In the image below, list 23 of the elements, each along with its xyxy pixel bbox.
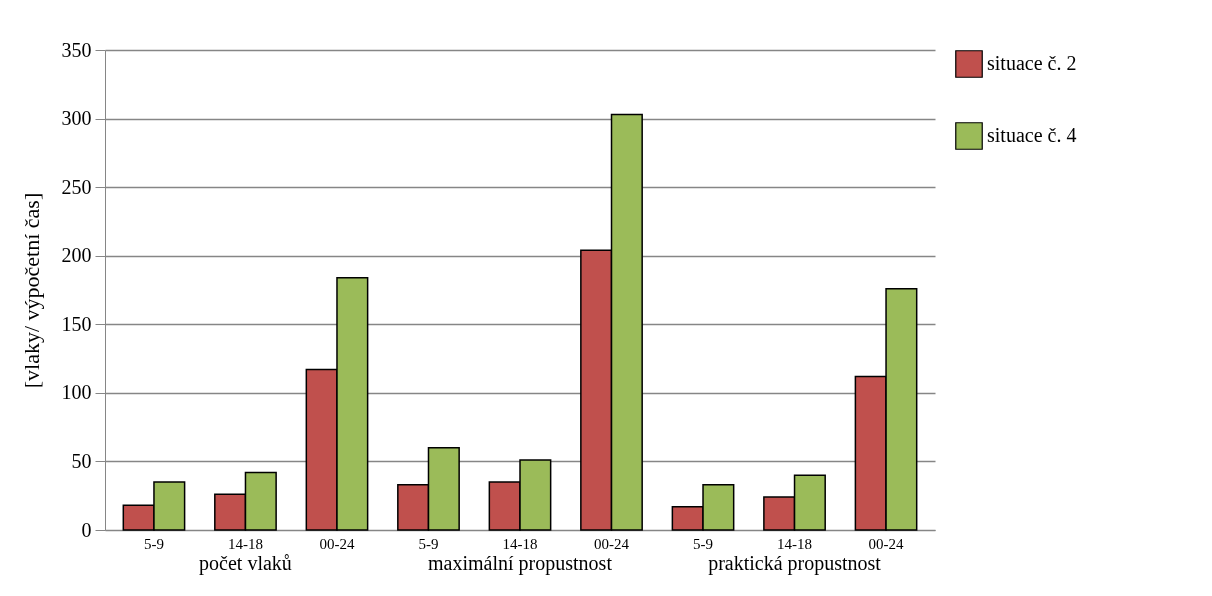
x-tick-label: 14-18 xyxy=(777,535,813,552)
x-tick-label: 5-9 xyxy=(418,535,439,552)
y-tick-label: 100 xyxy=(61,381,92,404)
y-tick-label: 50 xyxy=(71,449,92,472)
y-tick-label: 0 xyxy=(81,518,92,541)
y-tick-label: 150 xyxy=(61,312,92,335)
text: počet vlaků xyxy=(199,552,292,575)
y-tick-label: 250 xyxy=(61,175,92,198)
text: praktická propustnost xyxy=(708,552,882,575)
x-tick-label: 14-18 xyxy=(227,535,263,552)
legend-label: situace č. 4 xyxy=(987,124,1077,146)
x-tick-label: 00-24 xyxy=(868,535,905,552)
legend-label: situace č. 2 xyxy=(987,52,1077,74)
y-tick-label: 300 xyxy=(61,107,92,130)
text: maximální propustnost xyxy=(428,552,613,575)
x-tick-label: 14-18 xyxy=(502,535,538,552)
y-tick-label: 200 xyxy=(61,244,92,267)
x-tick-label: 00-24 xyxy=(594,535,630,552)
y-tick-label: 350 xyxy=(61,38,92,61)
y-axis-title: [vlaky/ výpočetní čas] xyxy=(18,192,44,389)
x-tick-label: 5-9 xyxy=(143,535,164,552)
x-tick-label: 00-24 xyxy=(319,535,355,552)
x-tick-label: 5-9 xyxy=(693,535,714,552)
